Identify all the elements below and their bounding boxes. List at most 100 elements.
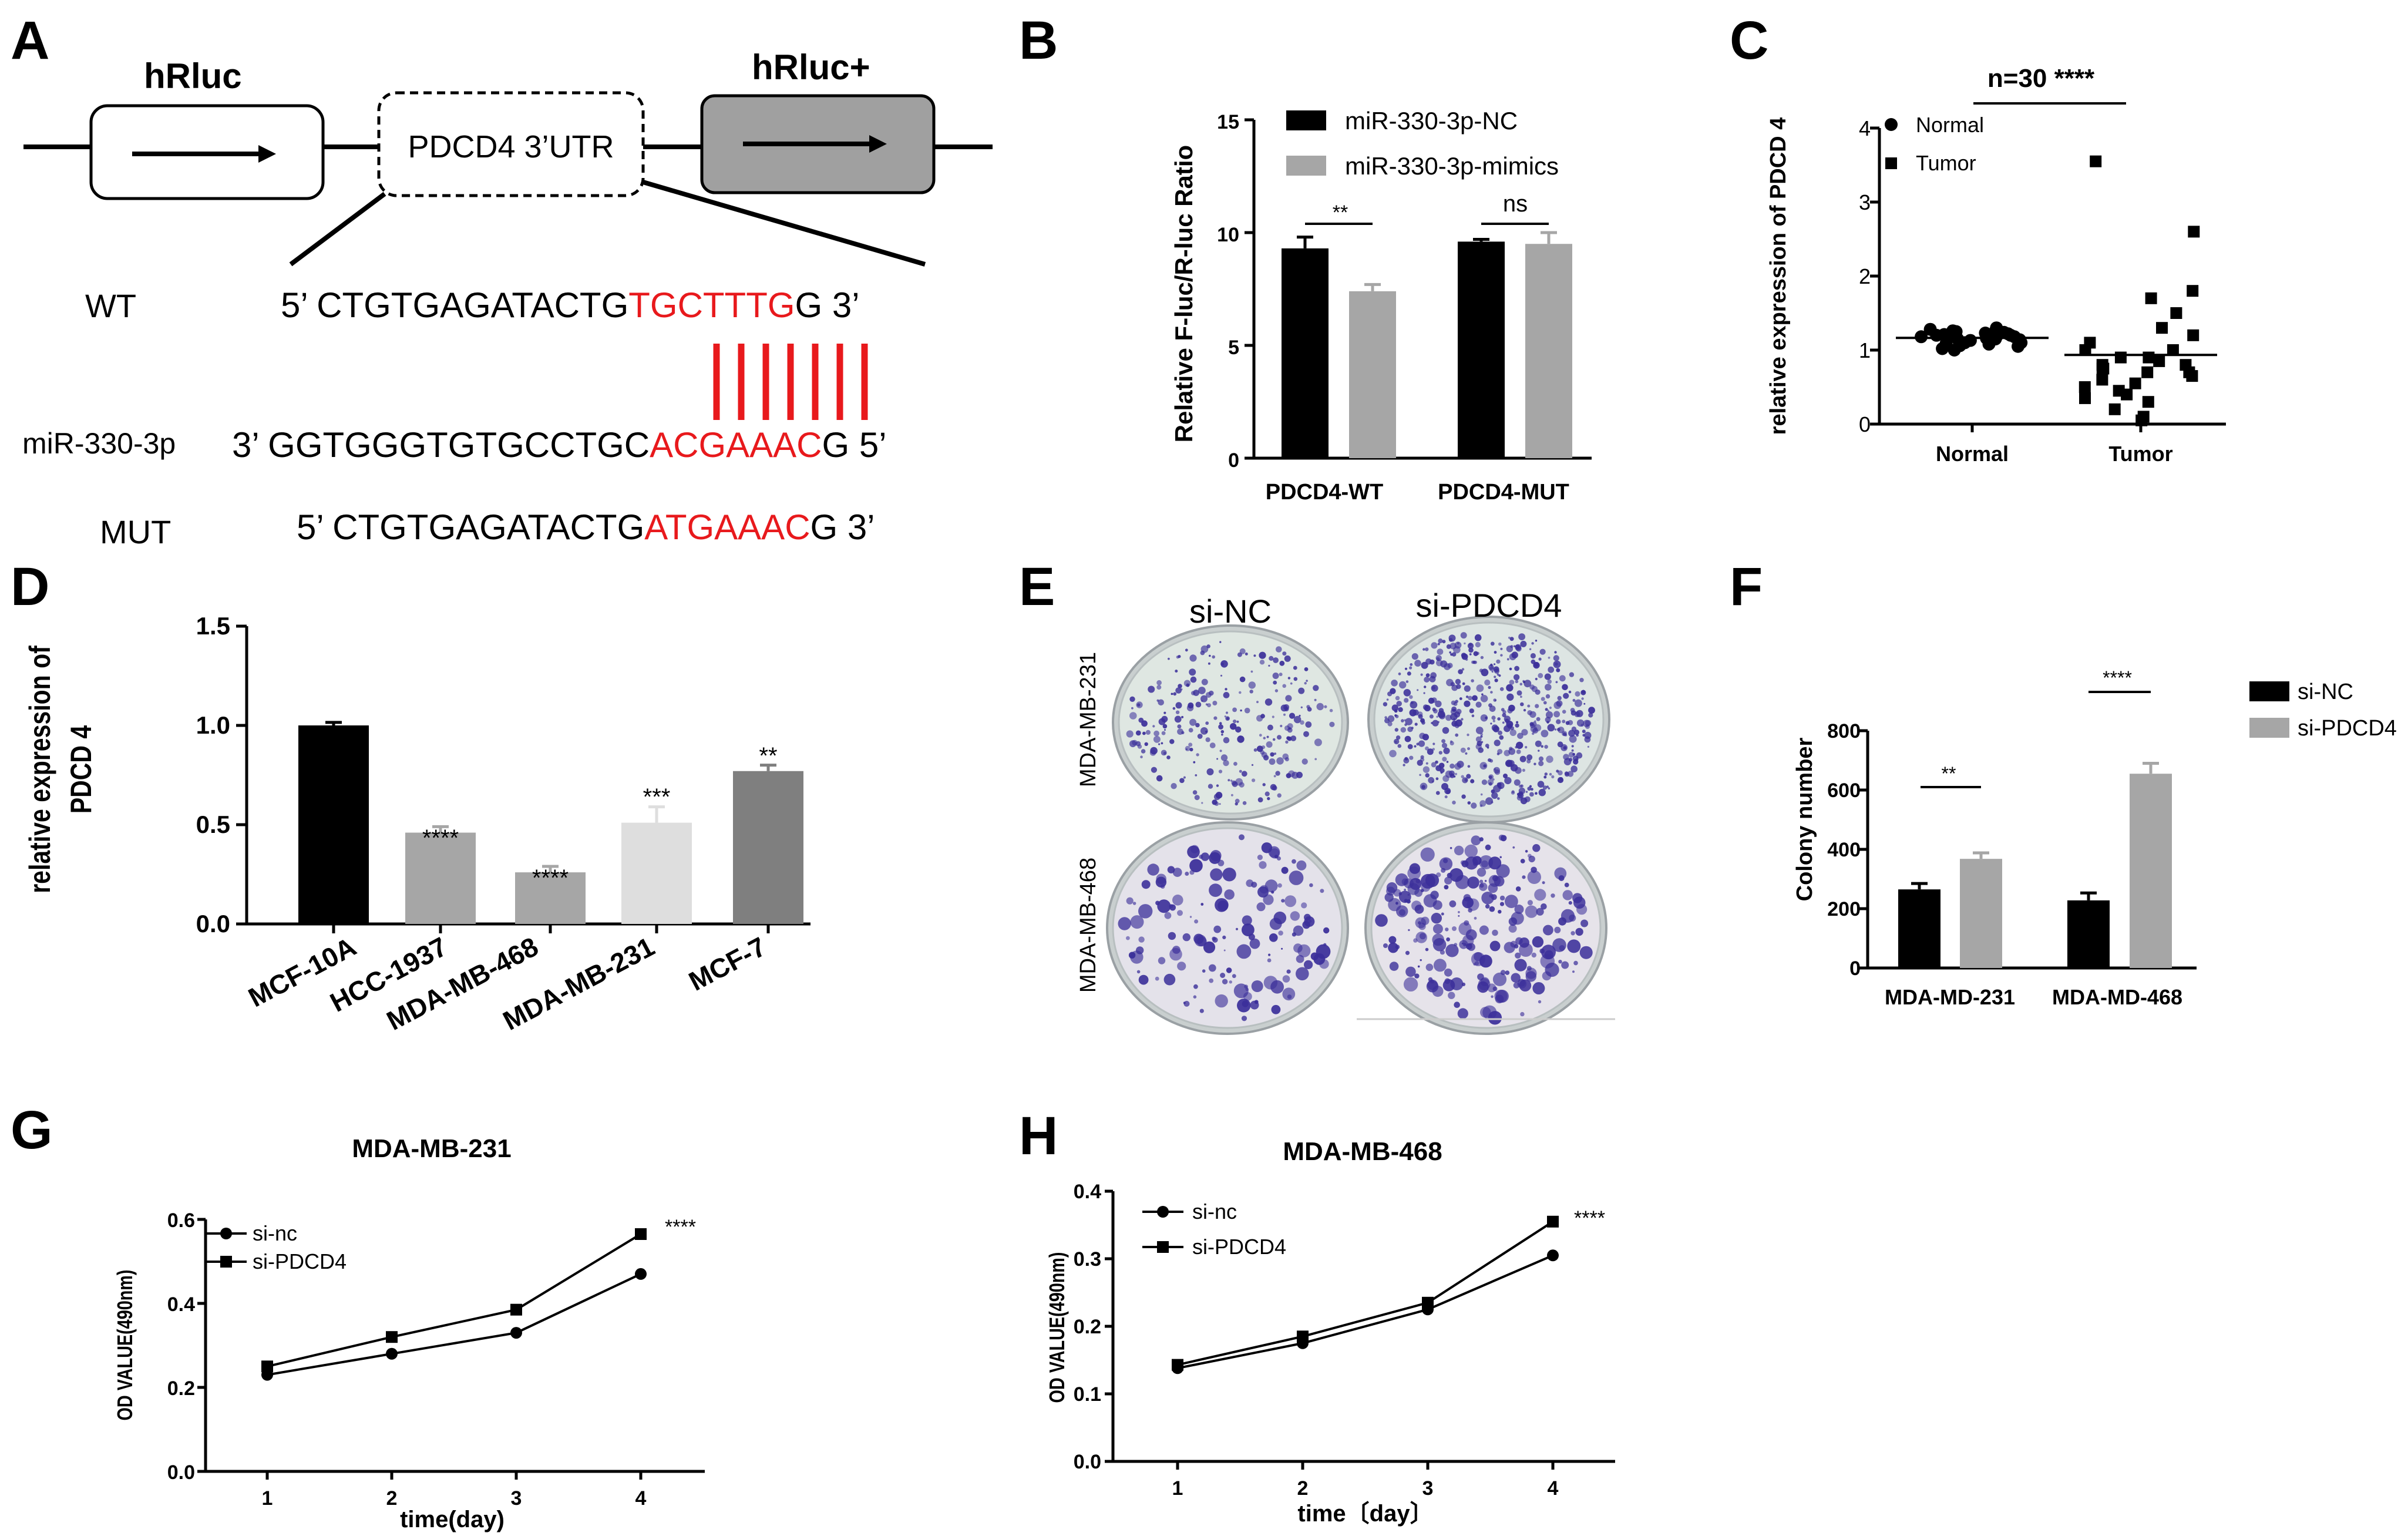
colony-dot [1304, 916, 1315, 927]
colony-dot [1169, 739, 1175, 744]
colony-dot [1432, 780, 1434, 783]
g-x-tick-label: 1 [262, 1487, 273, 1510]
colony-dot [1218, 724, 1224, 730]
colony-dot [1431, 685, 1435, 690]
colony-dot [1532, 844, 1541, 852]
colony-dot [1151, 767, 1157, 773]
colony-dot [1137, 744, 1142, 749]
colony-dot [1199, 1009, 1204, 1013]
colony-dot [1399, 681, 1407, 689]
g-y-tick-label: 0.6 [167, 1209, 195, 1232]
colony-dot [1220, 674, 1223, 677]
colony-dot [1520, 797, 1528, 805]
colony-dot [1514, 959, 1527, 972]
c-point [2084, 337, 2096, 349]
h-series-line [1177, 1221, 1554, 1366]
colony-row-label-2: MDA-MB-468 [1076, 858, 1101, 993]
colony-dot [1558, 960, 1562, 964]
colony-dot [1189, 718, 1197, 726]
colony-dot [1304, 667, 1309, 671]
colony-dot [1219, 803, 1221, 805]
colony-dot [1421, 882, 1431, 892]
colony-dot [1460, 632, 1467, 639]
colony-dot [1235, 798, 1240, 804]
colony-dot [1563, 693, 1569, 699]
colony-dot [1557, 695, 1562, 701]
colony-dot [1474, 634, 1482, 641]
c-x-tick-label: Normal [1936, 442, 2009, 466]
colony-dot [1511, 651, 1518, 658]
colony-dot [1493, 666, 1499, 673]
colony-dot [1452, 801, 1456, 805]
c-legend-marker [1885, 157, 1897, 169]
colony-dot [1441, 912, 1444, 916]
colony-dot [1548, 666, 1555, 673]
colony-dot [1527, 787, 1532, 791]
colony-dot [1183, 680, 1191, 687]
colony-dot [1544, 745, 1548, 749]
colony-dot [1282, 684, 1286, 688]
colony-dot [1404, 757, 1408, 761]
colony-dot [1252, 778, 1256, 782]
g-y-axis-label: OD VALUE(490nm) [113, 1270, 137, 1421]
colony-dot [1465, 695, 1469, 698]
colony-dot [1194, 935, 1206, 947]
colony-dot [1278, 930, 1283, 936]
colony-dot [1553, 655, 1559, 661]
colony-dot [1533, 661, 1540, 669]
colony-dot [1419, 774, 1421, 777]
colony-dot [1499, 902, 1505, 906]
colony-dot [1480, 733, 1483, 736]
colony-dot [1425, 773, 1430, 778]
colony-dot [1172, 707, 1176, 710]
colony-dot [1538, 673, 1543, 678]
colony-dot [1498, 910, 1502, 914]
colony-dot [1548, 787, 1551, 789]
colony-dot [1269, 933, 1278, 942]
h-x-tick-label: 1 [1172, 1477, 1183, 1500]
plate-pdcd4-231 [1373, 621, 1605, 818]
colony-dot [1555, 681, 1558, 684]
colony-dot [1449, 847, 1452, 849]
colony-dot [1570, 765, 1578, 772]
colony-dot [1287, 677, 1291, 680]
colony-dot [1202, 969, 1206, 973]
colony-dot [1253, 654, 1256, 657]
g-y-tick-label: 0.0 [167, 1461, 195, 1484]
g-point [386, 1347, 398, 1360]
colony-dot [1425, 762, 1428, 765]
colony-dot [1545, 708, 1548, 711]
colony-dot [1480, 714, 1488, 722]
colony-dot [1395, 714, 1399, 718]
colony-dot [1130, 915, 1144, 929]
colony-dot [1272, 673, 1279, 679]
b-y-tick-label: 0 [1228, 449, 1239, 472]
colony-dot [1546, 721, 1549, 724]
colony-dot [1532, 728, 1539, 734]
colony-dot [1504, 777, 1512, 785]
colony-dot [1239, 735, 1242, 738]
colony-dot [1488, 875, 1501, 887]
colony-dot [1259, 651, 1266, 659]
colony-dot [1570, 708, 1575, 712]
colony-dot [1583, 703, 1586, 705]
colony-dot [1397, 744, 1402, 748]
colony-dot [1588, 707, 1595, 714]
colony-dot [1573, 896, 1586, 909]
b-legend-label: miR-330-3p-NC [1345, 107, 1518, 135]
colony-dot [1282, 975, 1290, 983]
colony-dot [1182, 933, 1191, 942]
colony-dot [1580, 919, 1589, 927]
h-x-tick-label: 2 [1297, 1477, 1309, 1500]
d-y-tick-label: 1.5 [196, 612, 230, 640]
colony-dot [1453, 718, 1456, 721]
colony-dot [1198, 687, 1206, 694]
colony-dot [1488, 758, 1492, 762]
colony-dot [1314, 758, 1317, 761]
h-x-tick-label: 4 [1548, 1477, 1559, 1500]
colony-dot [1481, 668, 1489, 677]
colony-dot [1193, 690, 1199, 696]
f-x-tick-label: MDA-MD-468 [2052, 985, 2182, 1009]
hrluc-label: hRluc [144, 56, 242, 96]
colony-dot [1481, 741, 1484, 744]
